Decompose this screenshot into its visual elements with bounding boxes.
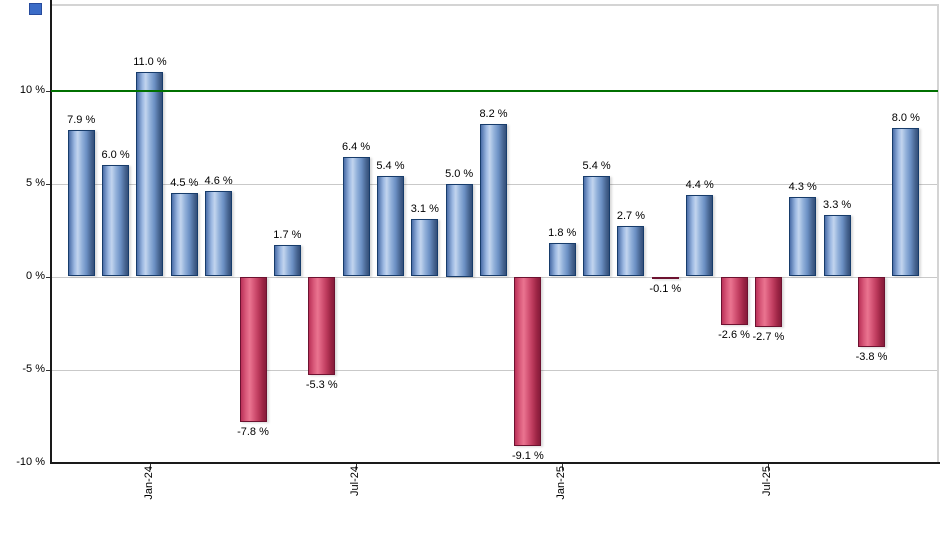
bar[interactable]	[651, 276, 679, 279]
bar-value-label: -0.1 %	[649, 282, 682, 295]
bar-value-label: 3.3 %	[823, 199, 852, 212]
bar-value-label: -9.1 %	[511, 449, 544, 462]
blue-square-marker	[29, 3, 42, 15]
bar-value-label: -2.6 %	[718, 328, 750, 341]
x-axis-label: Jul-25	[761, 466, 774, 496]
x-axis-line	[50, 462, 940, 464]
x-axis-label: Jul-24	[349, 466, 362, 496]
y-tick	[46, 184, 50, 185]
bar[interactable]	[892, 127, 920, 277]
bar[interactable]	[136, 71, 164, 277]
bar[interactable]	[789, 196, 817, 277]
bar-value-label: -2.7 %	[752, 330, 785, 343]
bar-value-label: 1.7 %	[273, 228, 302, 241]
bar-value-label: 8.2 %	[479, 107, 508, 120]
bar-value-label: 1.8 %	[548, 227, 577, 240]
bar[interactable]	[583, 176, 611, 277]
bar[interactable]	[548, 243, 576, 277]
bar-value-label: 8.0 %	[891, 111, 920, 124]
bar[interactable]	[102, 164, 130, 277]
y-tick	[46, 370, 50, 371]
bar-value-label: 5.0 %	[445, 167, 474, 180]
bar[interactable]	[411, 218, 439, 277]
bar[interactable]	[342, 157, 370, 277]
bar-value-label: 4.4 %	[685, 178, 714, 191]
bar-value-label: 5.4 %	[376, 160, 405, 173]
bar-value-label: 7.9 %	[67, 113, 96, 126]
x-axis-label: Jan-24	[142, 466, 155, 500]
bar-value-label: -5.3 %	[305, 379, 338, 392]
gridline--5	[51, 370, 937, 371]
plot-border-top	[50, 4, 939, 6]
bar-value-label: 4.6 %	[204, 174, 233, 187]
bar-value-label: -7.8 %	[237, 425, 269, 438]
x-tick	[356, 464, 357, 470]
bar-value-label: 5.4 %	[582, 160, 611, 173]
bar-value-label: 3.1 %	[410, 202, 439, 215]
bar-value-label: 2.7 %	[616, 210, 646, 223]
y-axis-line	[50, 0, 52, 464]
bar[interactable]	[239, 276, 267, 422]
bar[interactable]	[754, 276, 782, 327]
bar-value-label: -3.8 %	[855, 351, 888, 364]
gridline-0	[51, 277, 937, 278]
x-tick	[562, 464, 563, 470]
bar[interactable]	[308, 276, 336, 376]
x-tick	[150, 464, 151, 470]
x-axis-label: Jan-25	[555, 466, 568, 500]
bar[interactable]	[823, 215, 851, 277]
y-axis-label: -5 %	[22, 363, 45, 375]
bar-value-label: 4.3 %	[788, 180, 817, 193]
bar[interactable]	[720, 276, 748, 325]
bar[interactable]	[686, 194, 714, 277]
y-axis-label: -10 %	[16, 456, 45, 468]
y-axis-label: 0 %	[26, 270, 45, 282]
bar-value-label: 11.0 %	[133, 55, 167, 68]
bar-value-label: 6.0 %	[101, 148, 130, 161]
bar[interactable]	[514, 276, 542, 446]
bar[interactable]	[67, 129, 95, 277]
bar[interactable]	[273, 244, 301, 277]
bar[interactable]	[445, 183, 473, 277]
y-axis-label: 10 %	[19, 84, 45, 96]
bar[interactable]	[205, 190, 233, 277]
y-tick	[46, 91, 50, 92]
plot-border-right	[937, 4, 939, 462]
x-tick	[768, 464, 769, 470]
bar[interactable]	[376, 176, 404, 277]
y-axis-label: 5 %	[26, 177, 45, 189]
bar[interactable]	[170, 192, 198, 277]
bar[interactable]	[480, 123, 508, 277]
threshold-line-10pct	[51, 90, 938, 92]
y-tick	[46, 277, 50, 278]
bar-value-label: 6.4 %	[342, 141, 371, 154]
bar-value-label: 4.5 %	[170, 176, 199, 189]
bar[interactable]	[857, 276, 885, 348]
bar[interactable]	[617, 226, 645, 277]
